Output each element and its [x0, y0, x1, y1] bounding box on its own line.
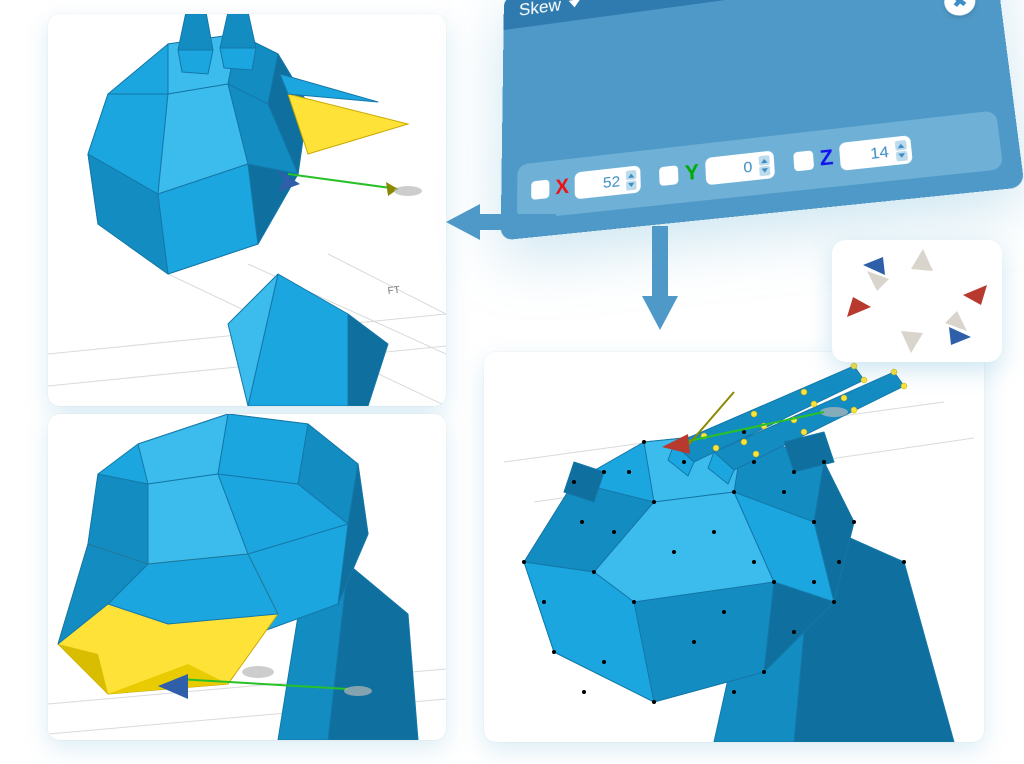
viewport-right[interactable]: [484, 352, 984, 742]
checkbox-x[interactable]: [531, 179, 549, 199]
checkbox-z[interactable]: [793, 150, 814, 171]
viewport-canvas: FT: [48, 14, 446, 406]
viewport-canvas: [484, 352, 984, 742]
collapse-icon[interactable]: [569, 0, 581, 8]
skew-panel: Skew ✖ X 52 Y 0: [504, 0, 984, 246]
value-x: 52: [603, 172, 620, 191]
viewport-canvas: [48, 414, 446, 740]
checkbox-y[interactable]: [659, 165, 678, 186]
axis-field-y: Y 0: [659, 150, 775, 190]
panel-body: X 52 Y 0 Z 14: [517, 110, 1003, 220]
arrow-down: [636, 222, 686, 332]
mesh-neck: [228, 274, 388, 406]
axis-label-y: Y: [684, 160, 699, 186]
spinner-z[interactable]: [895, 139, 908, 161]
panel-title: Skew: [519, 0, 561, 21]
input-y[interactable]: 0: [705, 150, 775, 185]
close-icon: ✖: [951, 0, 968, 12]
viewport-bottom-left[interactable]: [48, 414, 446, 740]
axis-field-z: Z 14: [793, 135, 913, 176]
input-z[interactable]: 14: [839, 135, 913, 171]
input-x[interactable]: 52: [575, 165, 641, 199]
arrow-left: [446, 200, 566, 250]
spinner-y[interactable]: [758, 155, 770, 176]
axis-label-z: Z: [819, 145, 834, 171]
value-y: 0: [743, 158, 753, 177]
viewport-top-left[interactable]: FT: [48, 14, 446, 406]
panel-header[interactable]: Skew: [504, 0, 996, 30]
close-button[interactable]: ✖: [943, 0, 977, 17]
gizmo-ring-icon: [842, 249, 992, 353]
axis-label-x: X: [555, 175, 569, 200]
axis-field-x: X 52: [531, 165, 641, 204]
spinner-x[interactable]: [626, 169, 637, 190]
gizmo-ring-card[interactable]: [832, 240, 1002, 362]
svg-text:FT: FT: [387, 285, 400, 297]
value-z: 14: [869, 142, 889, 162]
